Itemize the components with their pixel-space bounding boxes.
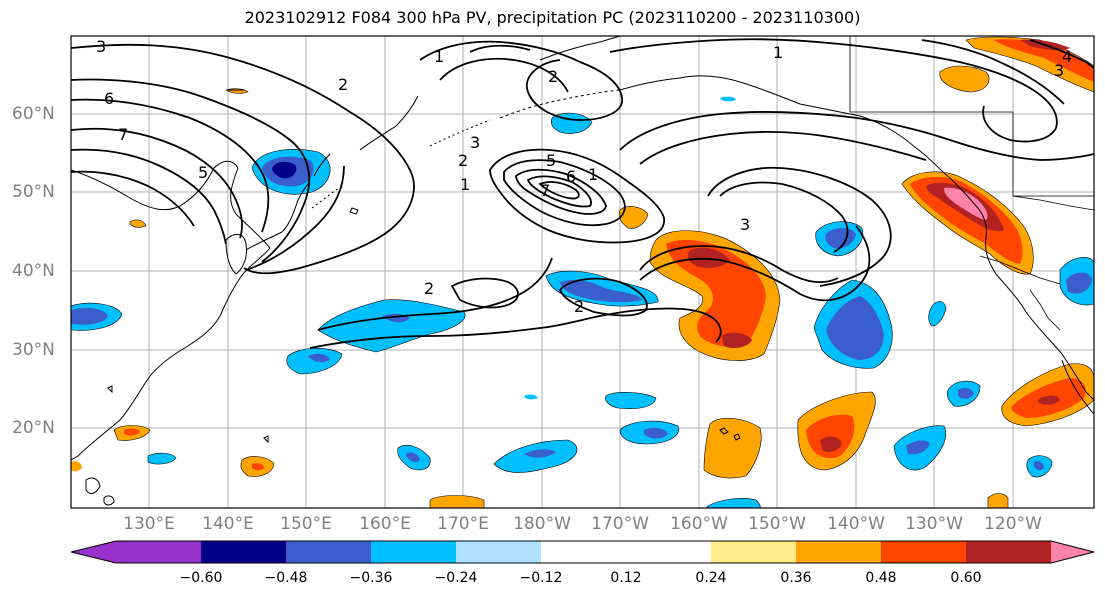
latitude-label: 40°N: [12, 261, 55, 281]
colorbar-swatch: [286, 541, 371, 563]
longitude-label: 130°E: [123, 514, 175, 534]
colorbar-swatch: [541, 541, 626, 563]
contour-label: 3: [740, 215, 750, 234]
precip-positive-anomalies: [71, 36, 1094, 508]
longitude-label: 150°W: [748, 514, 806, 534]
colorbar-swatch: [881, 541, 966, 563]
colorbar: [70, 540, 1095, 564]
latitude-label: 50°N: [12, 182, 55, 202]
colorbar-swatch: [1051, 541, 1094, 563]
longitude-label: 160°W: [670, 514, 728, 534]
longitude-label: 120°W: [984, 514, 1042, 534]
contour-label: 3: [96, 37, 106, 56]
colorbar-tick-label: 0.48: [865, 570, 897, 586]
colorbar-swatch: [371, 541, 456, 563]
colorbar-swatch: [966, 541, 1051, 563]
colorbar-swatch: [796, 541, 881, 563]
colorbar-swatch: [71, 541, 116, 563]
longitude-label: 170°W: [591, 514, 649, 534]
contour-label: 1: [460, 175, 470, 194]
longitude-label: 140°W: [827, 514, 885, 534]
longitude-label: 140°E: [202, 514, 254, 534]
contour-labels: 3 6 7 5 1 2 1 3 2 1 5 6 7 1 3 2 2 2 4 3: [96, 37, 1072, 316]
colorbar-swatch: [456, 541, 541, 563]
contour-label: 2: [548, 67, 558, 86]
contour-label: 3: [470, 133, 480, 152]
longitude-label: 180°W: [513, 514, 571, 534]
contour-label: 2: [338, 75, 348, 94]
colorbar-tick-label: 0.12: [610, 570, 642, 586]
colorbar-swatch: [626, 541, 711, 563]
contour-label: 2: [424, 279, 434, 298]
contour-label: 6: [104, 89, 114, 108]
colorbar-swatch: [201, 541, 286, 563]
plot-frame: [70, 35, 1095, 509]
graticule: [71, 36, 1094, 508]
colorbar-tick-label: 0.60: [950, 570, 982, 586]
contour-label: 4: [1062, 47, 1072, 66]
contour-label: 2: [458, 151, 468, 170]
latitude-label: 20°N: [12, 418, 55, 438]
coastlines: [71, 36, 1094, 506]
contour-label: 7: [540, 181, 550, 200]
colorbar-tick-label: −0.24: [434, 570, 478, 586]
contour-label: 3: [1054, 61, 1064, 80]
contour-label: 1: [588, 165, 598, 184]
contour-label: 1: [773, 43, 783, 62]
precip-negative-anomalies: [71, 96, 1094, 508]
map-title: 2023102912 F084 300 hPa PV, precipitatio…: [244, 8, 861, 27]
contour-label: 5: [546, 151, 556, 170]
colorbar-tick-label: −0.60: [179, 570, 223, 586]
colorbar-tick-label: 0.36: [780, 570, 812, 586]
latitude-label: 60°N: [12, 104, 55, 124]
longitude-label: 130°W: [905, 514, 963, 534]
latitude-label: 30°N: [12, 340, 55, 360]
colorbar-swatch: [711, 541, 796, 563]
contour-label: 1: [434, 47, 444, 66]
contour-label: 7: [118, 125, 128, 144]
contour-label: 2: [574, 297, 584, 316]
longitude-label: 150°E: [280, 514, 332, 534]
longitude-label: 160°E: [359, 514, 411, 534]
colorbar-tick-label: −0.36: [349, 570, 393, 586]
pv-contours: [71, 38, 1094, 349]
colorbar-tick-label: −0.12: [519, 570, 563, 586]
colorbar-tick-label: 0.24: [695, 570, 727, 586]
colorbar-tick-label: −0.48: [264, 570, 308, 586]
colorbar-swatch: [116, 541, 201, 563]
contour-label: 6: [566, 167, 576, 186]
longitude-label: 170°E: [437, 514, 489, 534]
contour-label: 5: [198, 163, 208, 182]
